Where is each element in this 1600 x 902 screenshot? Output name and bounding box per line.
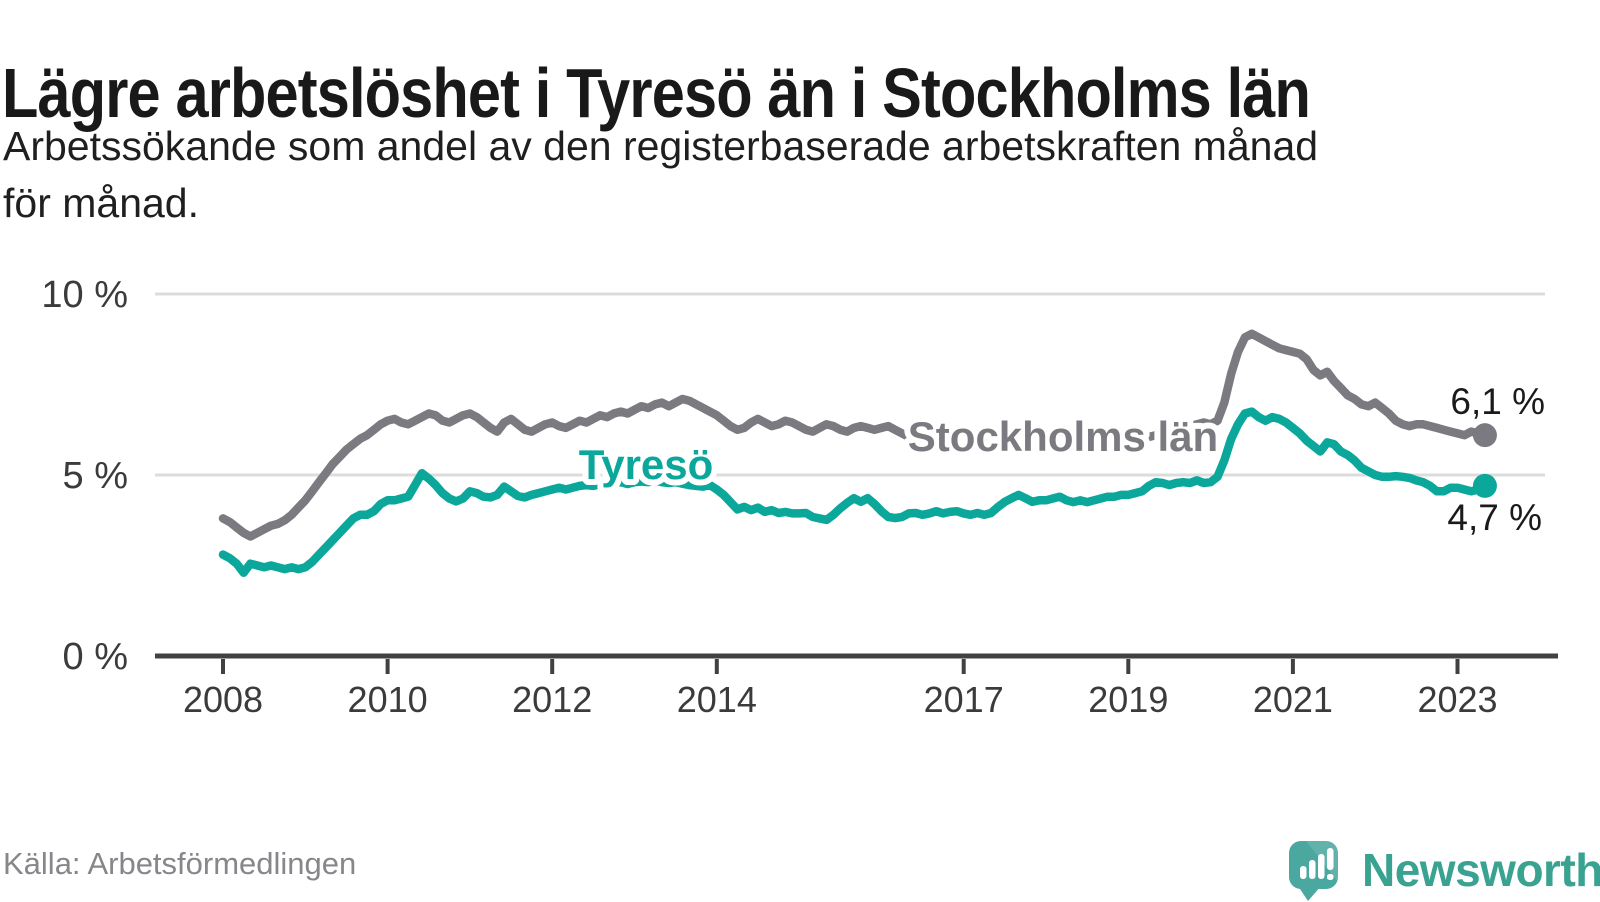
- page-subtitle: Arbetssökande som andel av den registerb…: [3, 118, 1318, 233]
- x-tick-label-2021: 2021: [1253, 679, 1333, 720]
- end-value-label-stockholm: 6,1 %: [1450, 381, 1545, 422]
- y-tick-label-5: 5 %: [63, 455, 128, 497]
- newsworthy-logo-icon: [1289, 841, 1338, 901]
- series-line-stockholm: [218, 329, 1490, 541]
- x-tick-label-2012: 2012: [512, 679, 592, 720]
- series-line-tyreso: [218, 407, 1490, 577]
- x-tick-label-2017: 2017: [924, 679, 1004, 720]
- page-title: Lägre arbetslöshet i Tyresö än i Stockho…: [2, 53, 1311, 132]
- newsworthy-logo-text: Newsworthy: [1362, 844, 1600, 896]
- series-label-stockholm: Stockholms län: [908, 413, 1218, 460]
- x-tick-label-2023: 2023: [1417, 679, 1497, 720]
- end-value-label-tyreso: 4,7 %: [1447, 497, 1542, 538]
- y-tick-label-10: 10 %: [41, 274, 128, 316]
- end-dot-stockholm: [1472, 423, 1497, 448]
- y-tick-label-0: 0 %: [63, 636, 128, 678]
- x-tick-label-2008: 2008: [183, 679, 263, 720]
- newsworthy-logo: Newsworthy: [1286, 836, 1600, 902]
- x-tick-label-2010: 2010: [348, 679, 428, 720]
- end-dot-tyreso: [1472, 473, 1497, 498]
- source-note: Källa: Arbetsförmedlingen: [3, 846, 357, 881]
- x-tick-label-2019: 2019: [1088, 679, 1168, 720]
- x-tick-label-2014: 2014: [677, 679, 757, 720]
- subtitle-line-1: Arbetssökande som andel av den registerb…: [3, 123, 1319, 169]
- series-label-tyreso: Tyresö: [579, 441, 714, 488]
- subtitle-line-2: för månad.: [3, 180, 199, 227]
